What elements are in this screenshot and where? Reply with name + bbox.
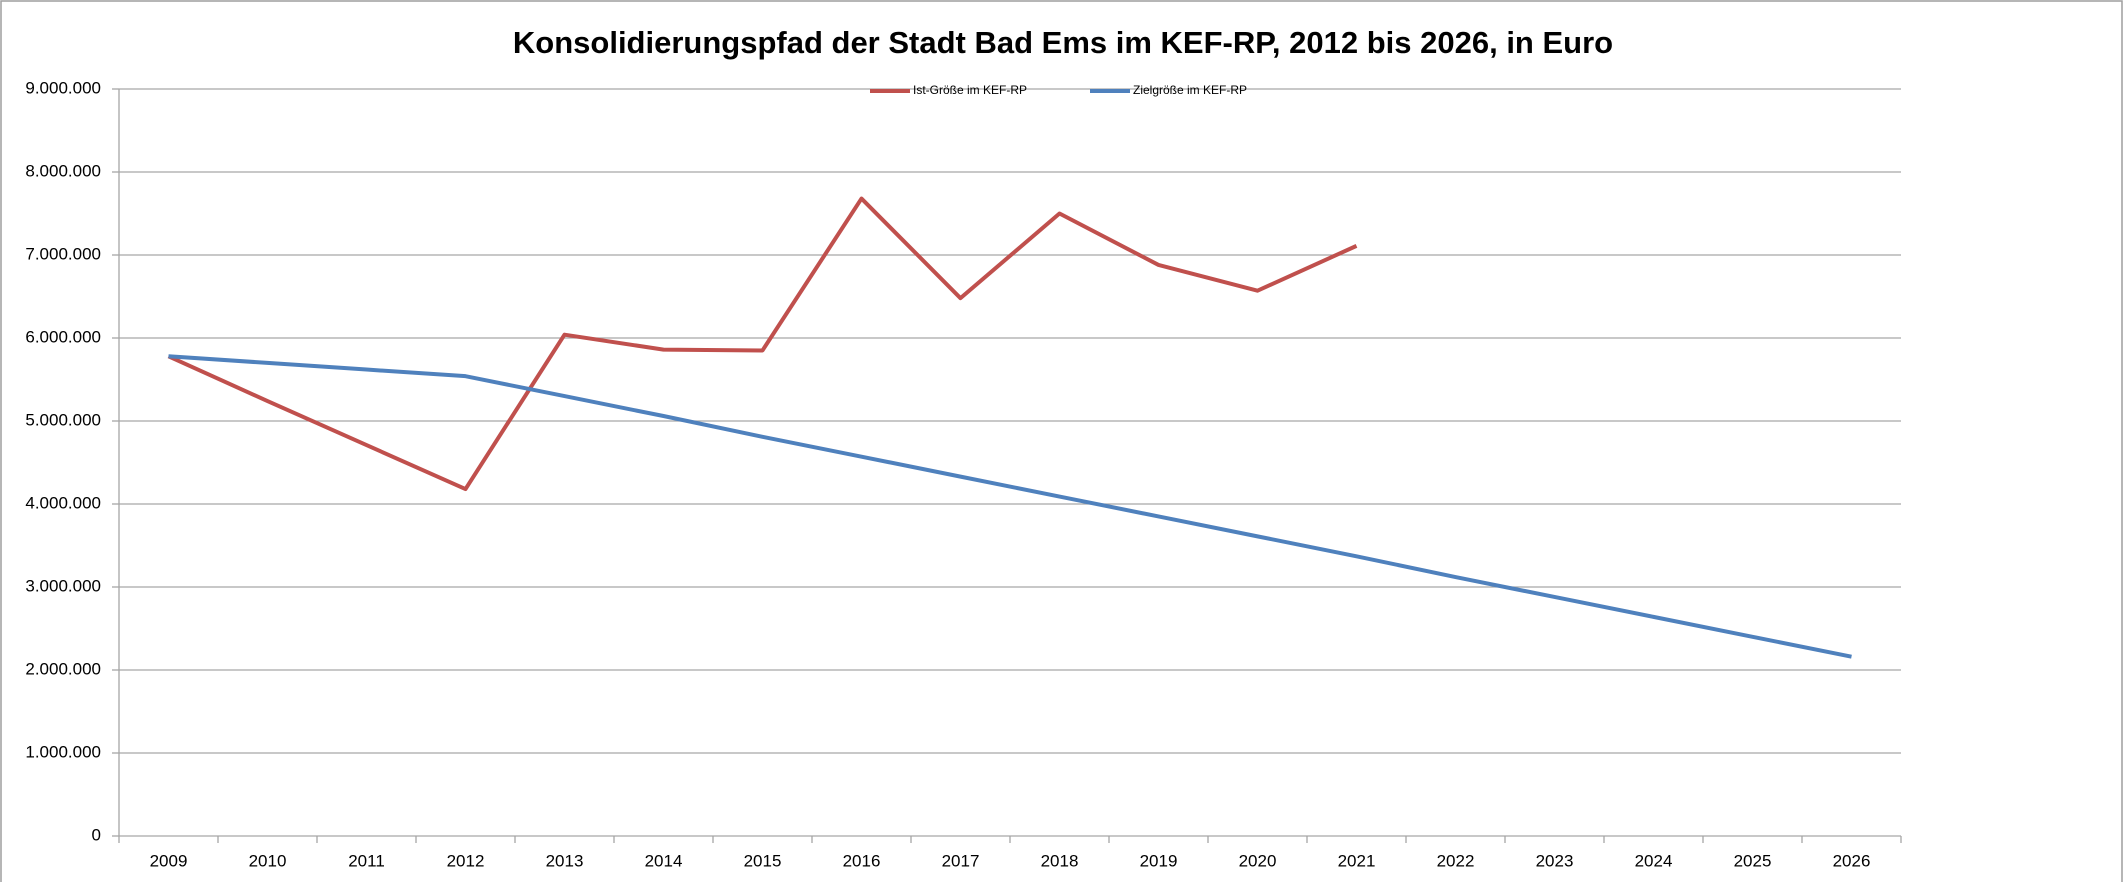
y-tick-label: 6.000.000 xyxy=(25,327,101,346)
y-tick-label: 0 xyxy=(92,825,101,844)
x-tick-label: 2016 xyxy=(843,851,881,870)
x-tick-label: 2012 xyxy=(447,851,485,870)
chart-title: Konsolidierungspfad der Stadt Bad Ems im… xyxy=(513,25,1613,60)
line-series xyxy=(167,196,1358,492)
x-tick-label: 2011 xyxy=(348,851,385,870)
x-tick-label: 2014 xyxy=(645,851,683,870)
x-tick-label: 2018 xyxy=(1041,851,1079,870)
y-tick-label: 3.000.000 xyxy=(25,576,101,595)
x-tick-label: 2017 xyxy=(942,851,980,870)
x-tick-label: 2015 xyxy=(744,851,782,870)
y-tick-label: 1.000.000 xyxy=(25,742,101,761)
x-tick-label: 2024 xyxy=(1635,851,1673,870)
x-tick-label: 2021 xyxy=(1338,851,1376,870)
y-tick-label: 2.000.000 xyxy=(25,659,101,678)
x-tick-label: 2019 xyxy=(1140,851,1178,870)
x-tick-label: 2009 xyxy=(150,851,188,870)
x-tick-label: 2013 xyxy=(546,851,584,870)
x-tick-label: 2010 xyxy=(249,851,287,870)
x-tick-label: 2025 xyxy=(1734,851,1772,870)
y-tick-label: 9.000.000 xyxy=(25,78,101,97)
line-series xyxy=(168,354,1852,659)
legend-label: Ist-Größe im KEF-RP xyxy=(913,83,1027,97)
legend-label: Zielgröße im KEF-RP xyxy=(1133,83,1247,97)
x-tick-label: 2022 xyxy=(1437,851,1475,870)
y-tick-label: 7.000.000 xyxy=(25,244,101,263)
x-tick-label: 2026 xyxy=(1833,851,1871,870)
y-tick-label: 4.000.000 xyxy=(25,493,101,512)
y-tick-label: 5.000.000 xyxy=(25,410,101,429)
x-tick-label: 2020 xyxy=(1239,851,1277,870)
x-tick-label: 2023 xyxy=(1536,851,1574,870)
y-tick-label: 8.000.000 xyxy=(25,161,101,180)
